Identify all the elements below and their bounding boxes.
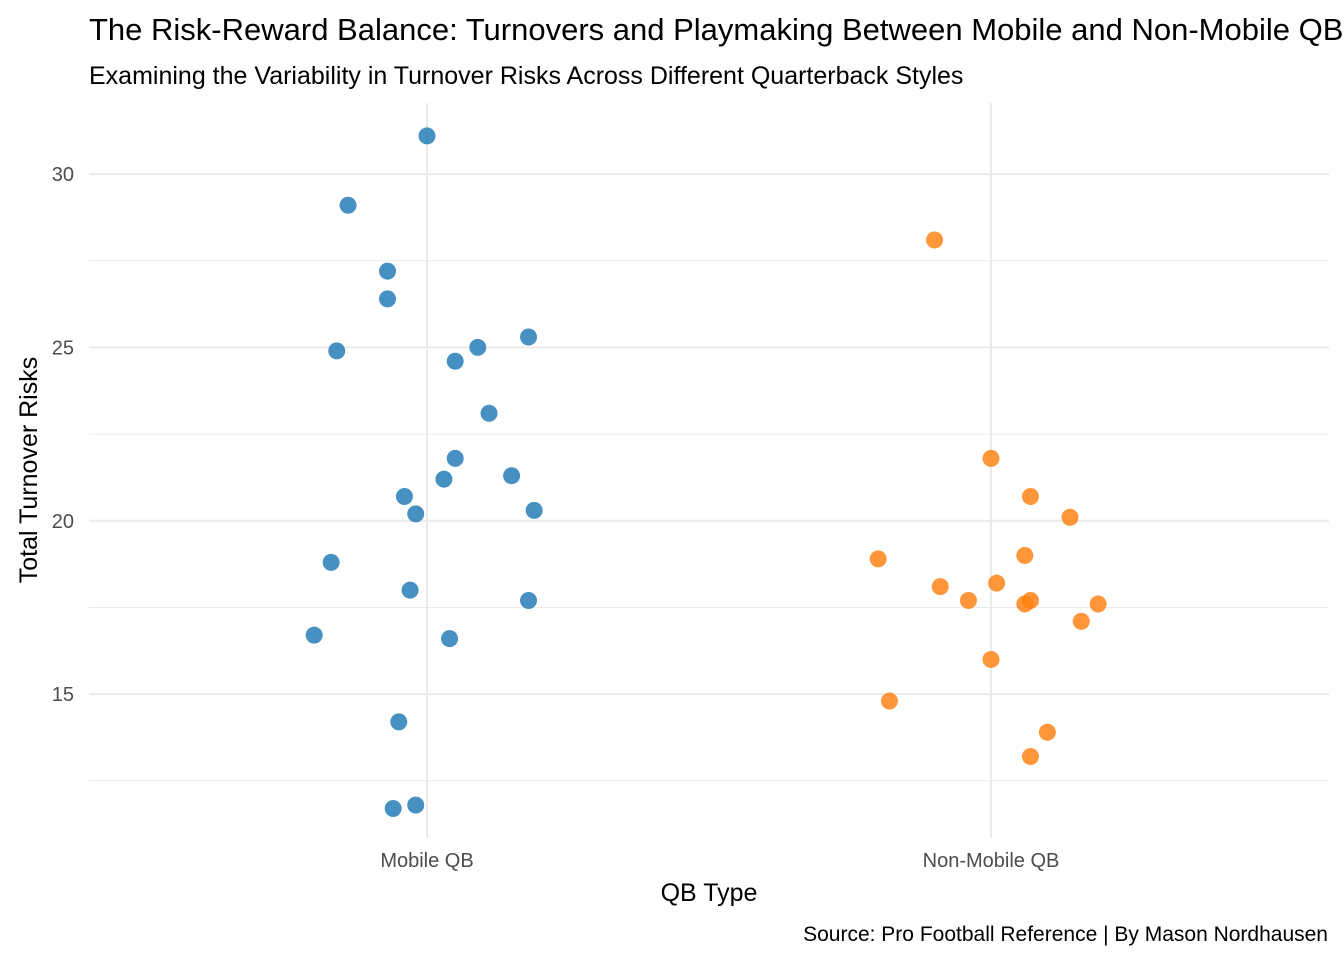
chart-subtitle: Examining the Variability in Turnover Ri… <box>89 62 963 90</box>
minor-gridlines <box>89 260 1329 782</box>
point-non-mobile-12 <box>1072 612 1090 630</box>
point-mobile-19 <box>441 630 459 648</box>
x-axis-ticks: Mobile QB Non-Mobile QB <box>380 850 1059 872</box>
point-mobile-8 <box>480 404 498 422</box>
point-mobile-21 <box>384 800 402 818</box>
x-axis-title: QB Type <box>661 879 758 907</box>
point-mobile-20 <box>390 713 408 731</box>
major-gridlines <box>89 103 1329 838</box>
point-non-mobile-3 <box>1061 508 1079 526</box>
point-mobile-5 <box>469 338 487 356</box>
chart-caption: Source: Pro Football Reference | By Maso… <box>803 923 1328 946</box>
point-mobile-16 <box>401 581 419 599</box>
point-non-mobile-13 <box>982 650 1000 668</box>
point-mobile-6 <box>520 328 538 346</box>
x-tick-label-1: Non-Mobile QB <box>923 850 1060 872</box>
point-non-mobile-4 <box>869 550 887 568</box>
point-non-mobile-7 <box>988 574 1006 592</box>
point-non-mobile-15 <box>1038 723 1056 741</box>
point-mobile-22 <box>407 796 425 814</box>
point-non-mobile-2 <box>1021 488 1039 506</box>
point-mobile-18 <box>305 626 323 644</box>
point-mobile-7 <box>446 352 464 370</box>
chart-title: The Risk-Reward Balance: Turnovers and P… <box>89 12 1344 47</box>
point-non-mobile-5 <box>1016 546 1034 564</box>
point-mobile-12 <box>395 488 413 506</box>
y-tick-label-25: 25 <box>52 337 74 359</box>
point-mobile-2 <box>379 262 397 280</box>
point-mobile-17 <box>520 592 538 610</box>
point-mobile-13 <box>407 505 425 523</box>
point-non-mobile-6 <box>931 578 949 596</box>
y-tick-label-20: 20 <box>52 511 74 533</box>
data-points <box>305 127 1107 818</box>
y-axis-title: Total Turnover Risks <box>15 357 43 583</box>
y-axis-ticks: 15 20 25 30 <box>52 164 74 706</box>
point-non-mobile-0 <box>926 231 944 249</box>
x-tick-label-0: Mobile QB <box>380 850 473 872</box>
point-mobile-0 <box>418 127 436 145</box>
point-mobile-1 <box>339 196 357 214</box>
plot-panel <box>89 103 1329 838</box>
y-tick-label-30: 30 <box>52 164 74 186</box>
point-mobile-3 <box>379 290 397 308</box>
point-non-mobile-16 <box>1021 748 1039 766</box>
point-non-mobile-11 <box>1089 595 1107 613</box>
point-non-mobile-10 <box>1021 592 1039 610</box>
point-mobile-9 <box>446 449 464 467</box>
point-mobile-15 <box>322 553 340 571</box>
y-tick-label-15: 15 <box>52 684 74 706</box>
point-non-mobile-8 <box>959 592 977 610</box>
point-non-mobile-1 <box>982 449 1000 467</box>
point-non-mobile-14 <box>880 692 898 710</box>
point-mobile-4 <box>328 342 346 360</box>
point-mobile-11 <box>503 467 521 485</box>
point-mobile-10 <box>435 470 453 488</box>
point-mobile-14 <box>525 501 543 519</box>
